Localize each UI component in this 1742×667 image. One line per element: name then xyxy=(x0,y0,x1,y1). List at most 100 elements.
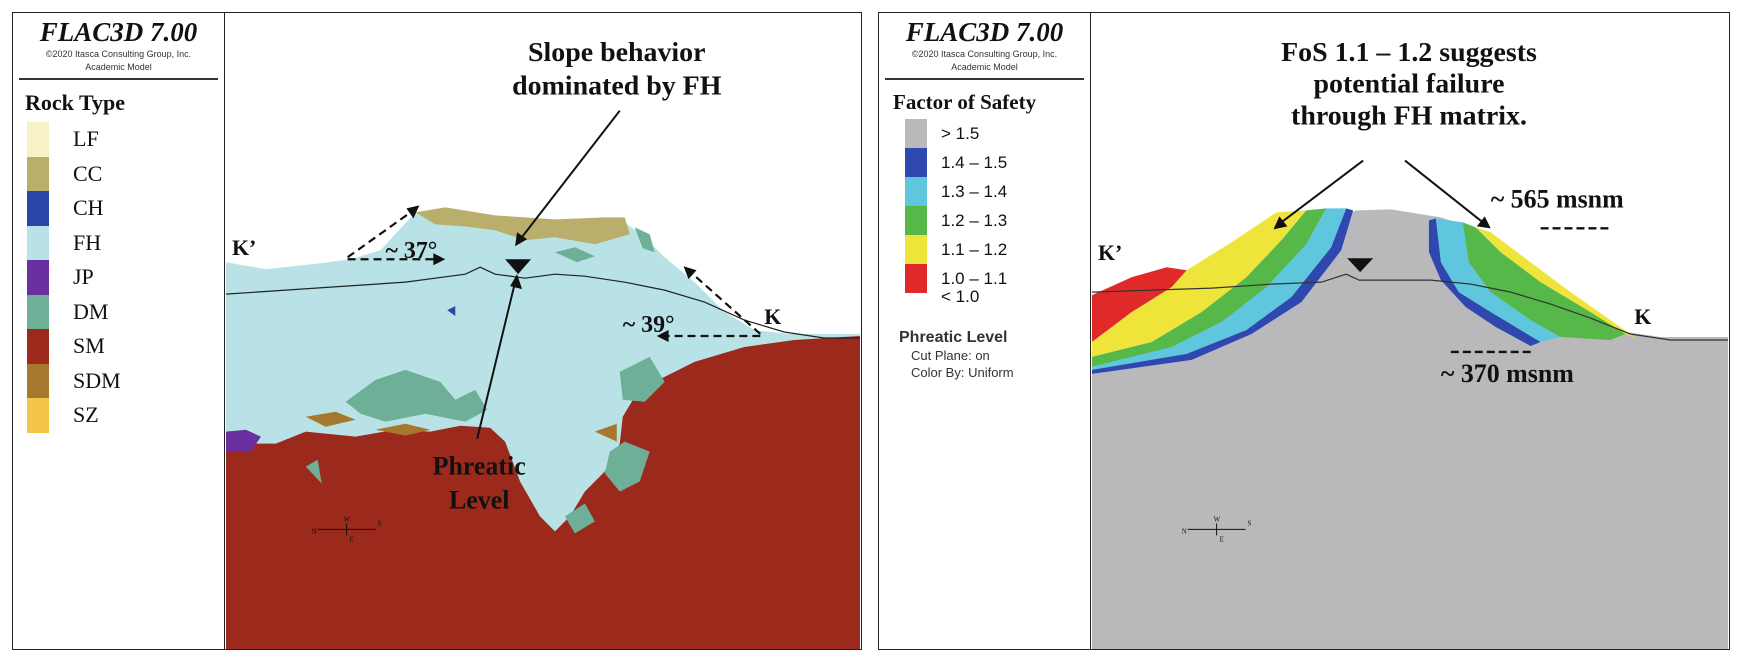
legend-divider xyxy=(19,78,218,80)
rock-type-item: SDM xyxy=(27,363,224,398)
sm-zone xyxy=(225,335,861,649)
compass-n: N xyxy=(312,527,317,535)
rock-type-item: JP xyxy=(27,260,224,295)
compass-n: N xyxy=(1182,527,1187,535)
angle-39-arrows xyxy=(664,270,762,338)
fos-green-zone xyxy=(1462,222,1626,340)
cc-cap-zone xyxy=(415,207,630,245)
k-label: K xyxy=(1634,304,1651,329)
fos-class-list: > 1.5 1.4 – 1.5 1.3 – 1.4 1.2 – 1.3 1.1 – 1.… xyxy=(905,119,1090,293)
rock-type-item: CH xyxy=(27,191,224,226)
elev-high-label: ~ 565 msnm xyxy=(1491,184,1624,213)
dm-patch xyxy=(564,503,595,534)
dm-patch xyxy=(619,356,665,402)
rock-type-swatch xyxy=(27,398,49,433)
fos-class-label: 1.2 – 1.3 xyxy=(941,210,1008,230)
fos-class-item: 1.3 – 1.4 xyxy=(905,177,1090,206)
compass-e: E xyxy=(1220,535,1224,543)
dm-patch xyxy=(604,441,650,492)
kprime-label: K’ xyxy=(1098,240,1122,265)
slope-annotation-line1: Slope behavior xyxy=(528,37,706,68)
fos-blue-zone xyxy=(1092,208,1354,374)
phreatic-label-line1: Phreatic xyxy=(433,452,526,481)
rock-type-swatch xyxy=(27,191,49,226)
fos-class-swatch xyxy=(905,119,927,148)
fos-annotation-line2: potential failure xyxy=(1314,69,1505,100)
fos-class-label: 1.0 – 1.1 xyxy=(941,268,1008,288)
rock-type-label: CH xyxy=(73,195,104,221)
rock-type-item: DM xyxy=(27,294,224,329)
factor-of-safety-panel: FLAC3D 7.00 ©2020 Itasca Consulting Grou… xyxy=(878,12,1730,650)
phreatic-marker-icon xyxy=(1347,258,1374,273)
sdm-lens xyxy=(594,423,617,442)
fos-class-item: 1.1 – 1.2 xyxy=(905,235,1090,264)
pointer-arrow xyxy=(520,110,621,239)
dm-patch xyxy=(345,369,488,422)
fos-class-swatch xyxy=(905,264,927,293)
compass-w: W xyxy=(1214,515,1221,523)
compass-s: S xyxy=(378,519,382,527)
rock-type-section: Slope behavior dominated by FH ~ 37° ~ 3… xyxy=(225,37,861,649)
rock-type-legend: FLAC3D 7.00 ©2020 Itasca Consulting Grou… xyxy=(13,13,225,649)
copyright-text: ©2020 Itasca Consulting Group, Inc. xyxy=(45,49,192,59)
rock-type-swatch xyxy=(27,329,49,364)
slope-annotation-line2: dominated by FH xyxy=(512,71,722,102)
rock-type-swatch xyxy=(27,156,49,191)
compass-e: E xyxy=(350,535,354,543)
phreatic-line xyxy=(1091,273,1728,341)
arrowhead-icon xyxy=(406,205,420,219)
compass-icon: N W E S xyxy=(1182,515,1252,543)
k-label: K xyxy=(764,304,781,329)
dm-patch xyxy=(634,227,655,253)
rock-type-item: LF xyxy=(27,122,224,157)
rock-type-label: SM xyxy=(73,333,105,359)
phreatic-line xyxy=(225,266,861,339)
rock-type-title: Rock Type xyxy=(25,90,126,115)
rock-type-label: LF xyxy=(73,126,99,152)
sdm-lens xyxy=(305,411,356,427)
fos-yellow-zone xyxy=(1092,210,1307,357)
arrowhead-icon xyxy=(1476,216,1491,229)
fos-class-item: 1.2 – 1.3 xyxy=(905,206,1090,235)
rock-type-label: FH xyxy=(73,229,102,255)
dm-patch xyxy=(305,459,322,484)
copyright-text: ©2020 Itasca Consulting Group, Inc. xyxy=(911,49,1058,59)
legend-divider xyxy=(885,78,1084,80)
rock-type-item: CC xyxy=(27,156,224,191)
rock-type-label: CC xyxy=(73,160,103,186)
fos-class-item: > 1.5 xyxy=(905,119,1090,148)
compass-icon: N W E S xyxy=(312,515,382,543)
elev-low-label: ~ 370 msnm xyxy=(1441,359,1574,388)
fos-class-swatch xyxy=(905,235,927,264)
fos-class-label: > 1.5 xyxy=(941,123,980,143)
phreatic-legend-title: Phreatic Level xyxy=(899,329,1008,346)
fos-annotation-line1: FoS 1.1 – 1.2 suggests xyxy=(1281,37,1537,68)
angle-37-arrows xyxy=(346,209,438,261)
color-by-text: Color By: Uniform xyxy=(911,365,1014,380)
model-text: Academic Model xyxy=(85,62,152,72)
arrowhead-icon xyxy=(1273,216,1288,230)
fos-yellow-zone xyxy=(1475,227,1636,338)
rock-type-swatch xyxy=(27,260,49,295)
phreatic-marker-icon xyxy=(505,259,532,275)
arrowhead-icon xyxy=(656,330,669,342)
fos-red-zone xyxy=(1092,267,1187,342)
rock-type-swatch xyxy=(27,294,49,329)
cut-plane-text: Cut Plane: on xyxy=(911,348,990,363)
sdm-lens xyxy=(375,423,431,436)
flac3d-brand: FLAC3D 7.00 xyxy=(39,17,198,47)
arrowhead-icon xyxy=(433,253,446,266)
phreatic-label-line2: Level xyxy=(449,485,509,514)
fos-class-label: 1.4 – 1.5 xyxy=(941,152,1008,172)
rock-type-label: SDM xyxy=(73,367,121,393)
rock-type-label: JP xyxy=(73,264,94,290)
compass-s: S xyxy=(1248,519,1252,527)
fos-class-item: 1.0 – 1.1 xyxy=(905,264,1090,293)
rock-type-item: FH xyxy=(27,225,224,260)
rock-type-swatch xyxy=(27,122,49,157)
fos-class-item: 1.4 – 1.5 xyxy=(905,148,1090,177)
fos-class-label: 1.1 – 1.2 xyxy=(941,239,1008,259)
model-text: Academic Model xyxy=(951,62,1018,72)
pointer-arrow xyxy=(1280,159,1364,224)
arrowhead-icon xyxy=(515,232,528,247)
